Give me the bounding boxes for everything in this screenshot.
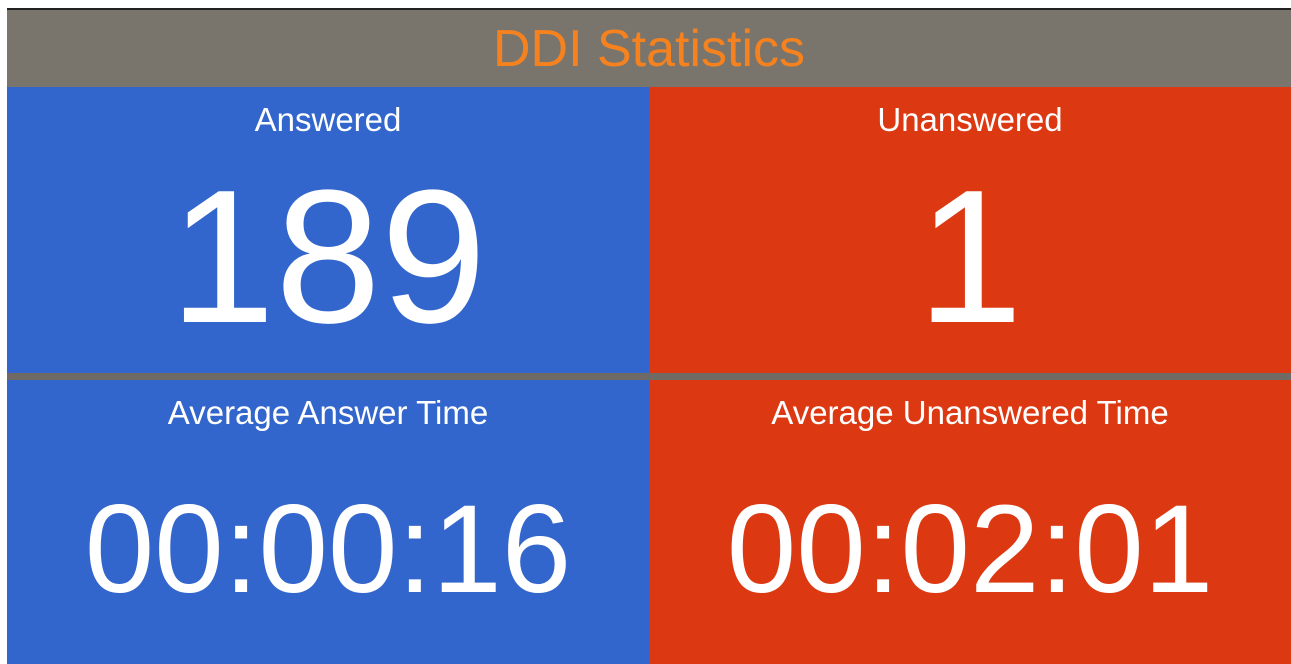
header-title: DDI Statistics [7, 8, 1291, 87]
tile-label: Average Unanswered Time [771, 394, 1169, 431]
tile: Average Unanswered Time 00:02:01 [649, 380, 1291, 664]
tile: Average Answer Time 00:00:16 [7, 380, 649, 664]
separator [7, 373, 1291, 380]
tile: Answered 189 [7, 87, 649, 373]
tile: Unanswered 1 [649, 87, 1291, 373]
tile-label: Answered [254, 101, 402, 138]
tile-value: 00:02:01 [726, 480, 1214, 619]
tile-label: Unanswered [877, 101, 1063, 138]
dashboard: DDI Statistics Answered 189 Unanswered 1… [7, 8, 1291, 664]
tile-value: 00:00:16 [84, 480, 572, 619]
tile-value: 1 [917, 151, 1023, 363]
tile-value: 189 [169, 151, 487, 363]
tile-label: Average Answer Time [167, 394, 489, 431]
